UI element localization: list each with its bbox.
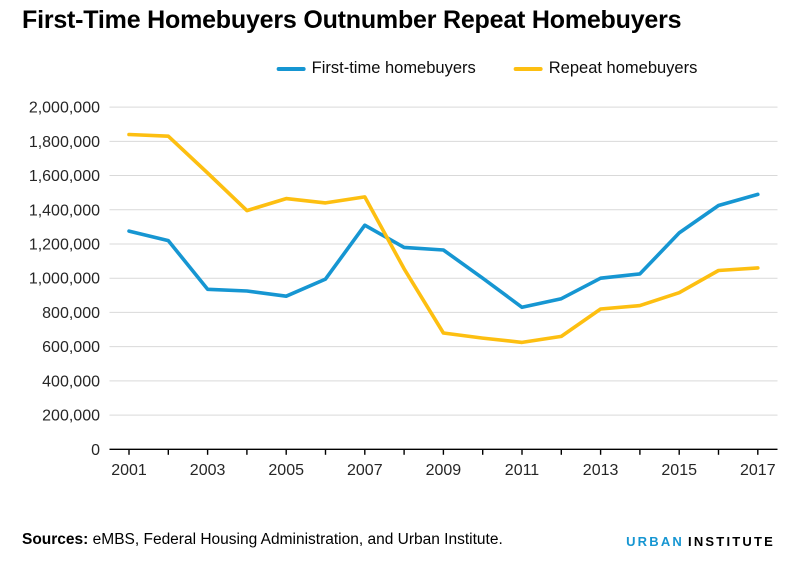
x-tick-label: 2003 [190, 462, 226, 479]
y-tick-label: 1,800,000 [29, 134, 100, 151]
logo-institute-text: INSTITUTE [688, 534, 775, 549]
y-tick-label: 800,000 [42, 305, 100, 322]
x-axis-labels: 2001 2003 2005 2007 2009 2011 2013 2015 2017 [111, 462, 775, 479]
legend-item-repeat: Repeat homebuyers [513, 59, 698, 78]
legend-item-first-time: First-time homebuyers [276, 59, 476, 78]
y-axis-labels: 0 200,000 400,000 600,000 800,000 1,000,000 1,… [29, 100, 100, 459]
y-tick-label: 400,000 [42, 373, 100, 390]
first-time-series-line [127, 192, 760, 310]
x-tick-label: 2013 [583, 462, 619, 479]
y-tick-label: 0 [91, 442, 100, 459]
gridlines [109, 106, 778, 416]
y-tick-label: 600,000 [42, 339, 100, 356]
x-tick-label: 2007 [347, 462, 383, 479]
y-tick-label: 1,200,000 [29, 236, 100, 253]
x-tick-label: 2011 [505, 462, 540, 479]
y-tick-label: 1,600,000 [29, 168, 100, 185]
x-tick-label: 2015 [661, 462, 697, 479]
x-tick-label: 2009 [426, 462, 462, 479]
x-axis [109, 448, 778, 455]
legend-label-first-time: First-time homebuyers [311, 59, 476, 77]
y-tick-label: 1,400,000 [29, 202, 100, 219]
sources-text: eMBS, Federal Housing Administration, an… [92, 531, 503, 548]
x-tick-label: 2001 [111, 462, 147, 479]
legend: First-time homebuyers Repeat homebuyers [276, 59, 698, 78]
urban-institute-logo: URBAN INSTITUTE [626, 534, 775, 549]
sources-label: Sources: [22, 531, 89, 548]
x-tick-label: 2017 [740, 462, 776, 479]
sources-note: Sources: eMBS, Federal Housing Administr… [22, 531, 503, 549]
logo-urban-text: URBAN [626, 534, 685, 549]
repeat-series-line [127, 132, 760, 345]
repeat-line-swatch [513, 66, 543, 71]
page-title: First-Time Homebuyers Outnumber Repeat H… [22, 6, 682, 34]
y-tick-label: 2,000,000 [29, 100, 100, 117]
y-tick-label: 1,000,000 [29, 271, 100, 288]
legend-label-repeat: Repeat homebuyers [548, 59, 698, 77]
first-time-line-swatch [276, 66, 306, 71]
x-tick-label: 2005 [268, 462, 304, 479]
y-tick-label: 200,000 [42, 408, 100, 425]
